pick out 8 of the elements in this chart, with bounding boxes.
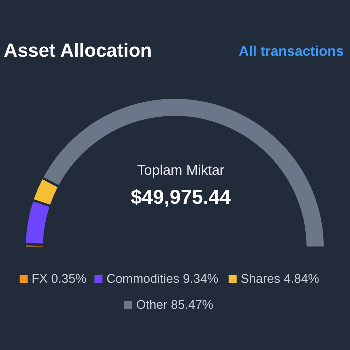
- legend-label: Commodities 9.34%: [106, 272, 219, 286]
- legend-label: Shares 4.84%: [240, 272, 320, 286]
- text: All transactions: [238, 43, 344, 59]
- text: Toplam Miktar: [137, 162, 225, 178]
- chart-title: Asset Allocation: [4, 41, 152, 62]
- legend-label: Other 85.47%: [136, 298, 214, 312]
- legend-label: FX 0.35%: [32, 272, 87, 286]
- text: $49,975.44: [130, 187, 232, 209]
